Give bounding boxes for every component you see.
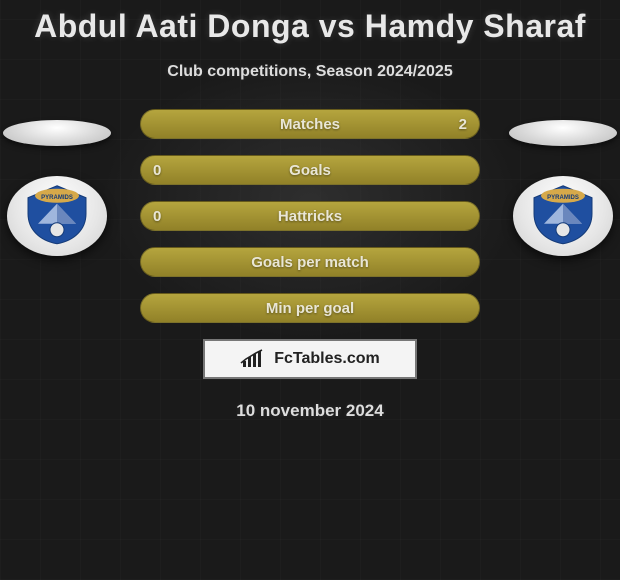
stat-row: Matches 2: [140, 109, 480, 139]
pyramids-badge-icon: PYRAMIDS: [24, 184, 90, 246]
pyramids-badge-icon: PYRAMIDS: [530, 184, 596, 246]
stat-label: Matches: [280, 116, 340, 133]
stat-row: Min per goal: [140, 293, 480, 323]
subtitle: Club competitions, Season 2024/2025: [0, 63, 620, 81]
right-player-placeholder: [509, 120, 617, 146]
stat-left-value: 0: [153, 156, 161, 186]
brand-text: FcTables.com: [274, 350, 380, 368]
brand-box: FcTables.com: [203, 339, 417, 379]
svg-text:PYRAMIDS: PYRAMIDS: [41, 195, 73, 201]
left-player-placeholder: [3, 120, 111, 146]
left-club-badge: PYRAMIDS: [7, 176, 107, 256]
stats-container: Matches 2 0 Goals 0 Hattricks Goals per …: [140, 109, 480, 323]
stat-label: Goals: [289, 162, 331, 179]
right-club-badge: PYRAMIDS: [513, 176, 613, 256]
stat-row: 0 Hattricks: [140, 201, 480, 231]
stat-row: 0 Goals: [140, 155, 480, 185]
bar-chart-icon: [240, 349, 268, 369]
stat-label: Min per goal: [266, 300, 354, 317]
svg-text:PYRAMIDS: PYRAMIDS: [547, 195, 579, 201]
stat-label: Hattricks: [278, 208, 342, 225]
left-player-column: PYRAMIDS: [2, 120, 112, 256]
stat-label: Goals per match: [251, 254, 369, 271]
date-text: 10 november 2024: [0, 401, 620, 421]
right-player-column: PYRAMIDS: [508, 120, 618, 256]
stat-row: Goals per match: [140, 247, 480, 277]
stat-right-value: 2: [459, 110, 467, 140]
stat-left-value: 0: [153, 202, 161, 232]
page-title: Abdul Aati Donga vs Hamdy Sharaf: [0, 0, 620, 45]
